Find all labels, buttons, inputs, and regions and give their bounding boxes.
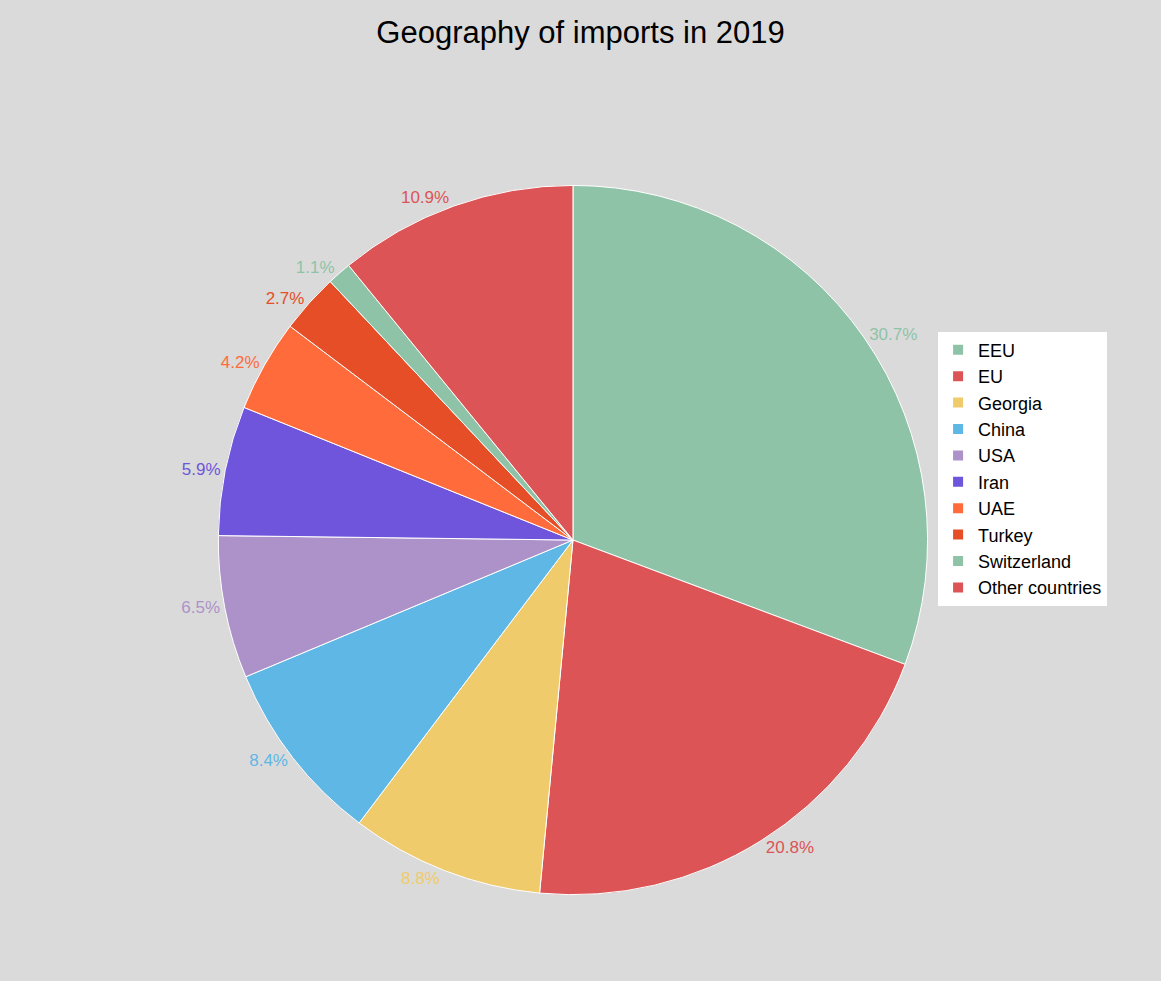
svg-text:Other countries: Other countries — [978, 578, 1101, 598]
svg-text:Georgia: Georgia — [978, 394, 1043, 414]
svg-text:USA: USA — [978, 446, 1015, 466]
svg-text:Geography of imports in 2019: Geography of imports in 2019 — [376, 15, 784, 50]
svg-text:EU: EU — [978, 367, 1003, 387]
svg-text:8.8%: 8.8% — [401, 869, 440, 888]
svg-text:20.8%: 20.8% — [766, 838, 814, 857]
svg-text:8.4%: 8.4% — [249, 751, 288, 770]
svg-text:1.1%: 1.1% — [296, 258, 335, 277]
svg-text:4.2%: 4.2% — [221, 353, 260, 372]
svg-text:30.7%: 30.7% — [869, 325, 917, 344]
svg-text:5.9%: 5.9% — [182, 460, 221, 479]
svg-text:Switzerland: Switzerland — [978, 552, 1071, 572]
svg-text:10.9%: 10.9% — [401, 188, 449, 207]
svg-text:6.5%: 6.5% — [181, 598, 220, 617]
svg-text:Iran: Iran — [978, 473, 1009, 493]
svg-text:2.7%: 2.7% — [266, 289, 305, 308]
svg-text:UAE: UAE — [978, 499, 1015, 519]
svg-text:Turkey: Turkey — [978, 526, 1032, 546]
svg-text:China: China — [978, 420, 1026, 440]
svg-text:EEU: EEU — [978, 341, 1015, 361]
